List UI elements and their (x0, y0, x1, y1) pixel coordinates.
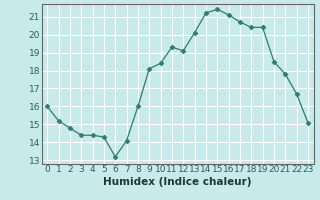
X-axis label: Humidex (Indice chaleur): Humidex (Indice chaleur) (103, 177, 252, 187)
